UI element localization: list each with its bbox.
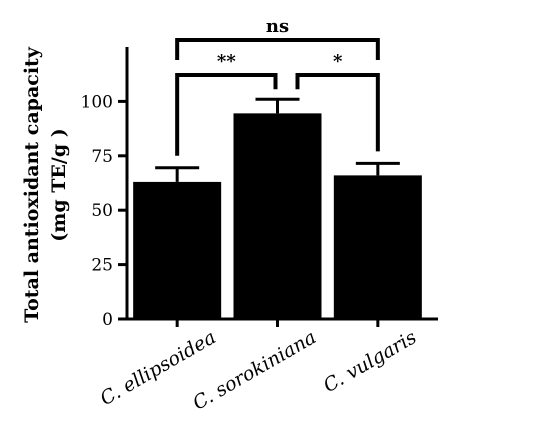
y-tick-label: 50: [91, 201, 113, 221]
significance-label: ns: [266, 16, 289, 37]
significance-brackets: ** *ns: [175, 16, 380, 156]
significance-label: *: [333, 51, 343, 72]
y-tick-label: 100: [81, 92, 113, 112]
y-tick-label: 25: [91, 256, 113, 276]
y-axis: 0 25 50 75 100: [81, 47, 129, 330]
bar: [133, 181, 222, 319]
bars: [133, 97, 422, 319]
bar: [233, 113, 322, 319]
y-axis-title-line2: (mg TE/g ): [48, 128, 70, 241]
y-tick-label: 0: [102, 310, 113, 330]
bar: [333, 175, 422, 319]
significance-label: **: [217, 51, 236, 72]
significance-bracket: [175, 73, 278, 156]
significance-bracket: [295, 73, 380, 152]
y-axis-title-line1: Total antioxidant capacity: [21, 46, 43, 323]
significance-bracket: [175, 38, 380, 60]
x-tick-label: C. vulgaris: [320, 326, 421, 397]
y-tick-label: 75: [91, 147, 113, 167]
